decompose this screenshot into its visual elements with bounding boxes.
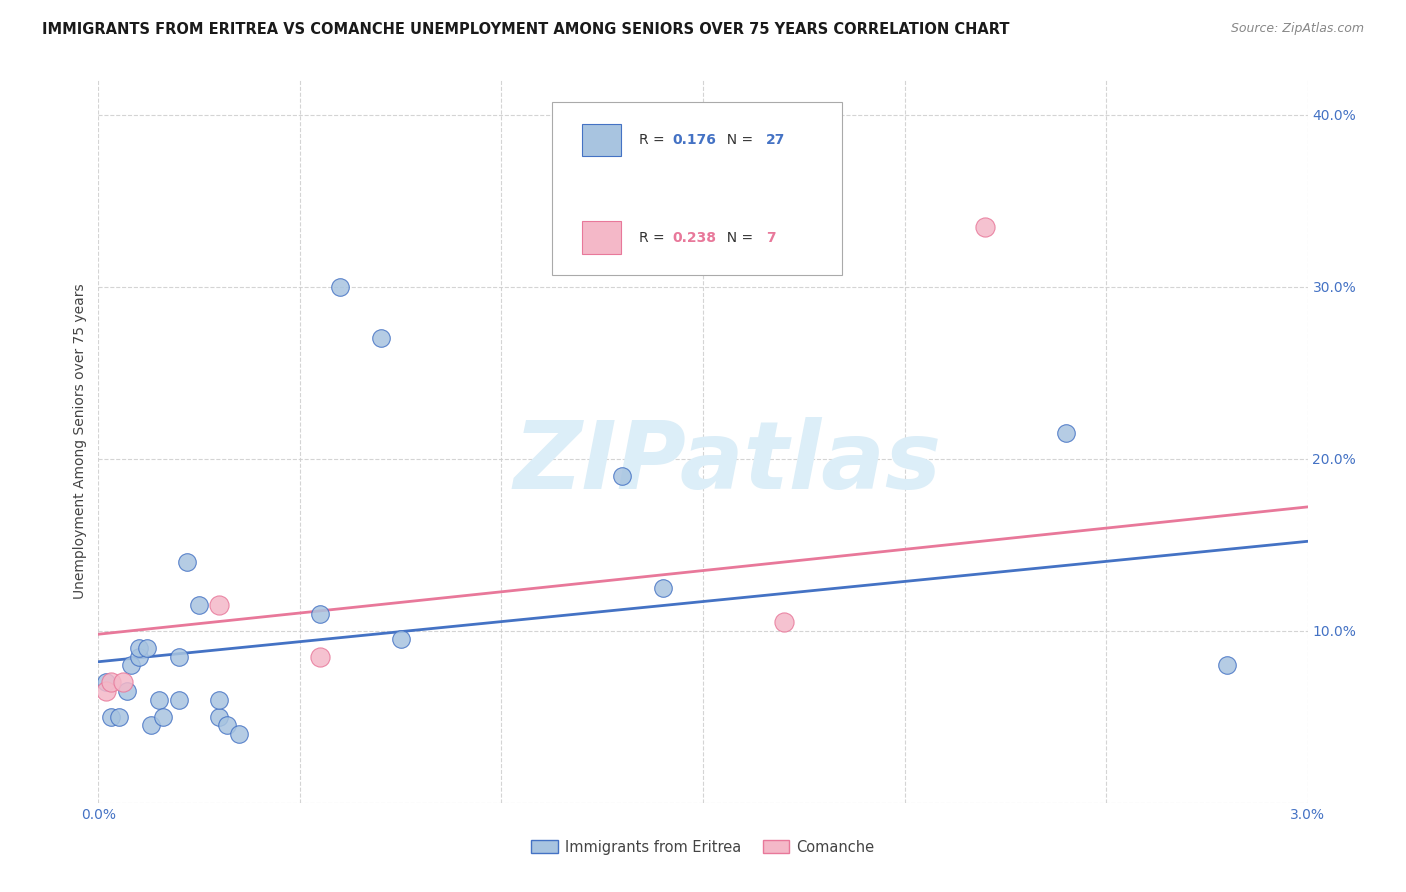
Text: Source: ZipAtlas.com: Source: ZipAtlas.com xyxy=(1230,22,1364,36)
Point xyxy=(167,692,190,706)
Point xyxy=(217,718,239,732)
Point xyxy=(128,649,150,664)
Point xyxy=(128,640,150,655)
Point xyxy=(176,555,198,569)
Legend: Immigrants from Eritrea, Comanche: Immigrants from Eritrea, Comanche xyxy=(526,834,880,861)
Point xyxy=(120,658,142,673)
Y-axis label: Unemployment Among Seniors over 75 years: Unemployment Among Seniors over 75 years xyxy=(73,284,87,599)
FancyBboxPatch shape xyxy=(551,102,842,276)
Point xyxy=(208,598,231,612)
Text: 7: 7 xyxy=(766,230,776,244)
Point xyxy=(111,675,134,690)
Text: N =: N = xyxy=(717,133,756,147)
Point xyxy=(148,692,170,706)
Point xyxy=(152,710,174,724)
Text: R =: R = xyxy=(638,133,669,147)
Point xyxy=(612,469,634,483)
Point xyxy=(389,632,412,647)
Point xyxy=(135,640,157,655)
Point xyxy=(139,718,162,732)
Bar xyxy=(582,124,621,156)
Point xyxy=(329,279,352,293)
Text: 0.176: 0.176 xyxy=(673,133,717,147)
Point xyxy=(96,684,118,698)
Point xyxy=(167,649,190,664)
Point xyxy=(107,710,129,724)
Point xyxy=(1216,658,1239,673)
Text: IMMIGRANTS FROM ERITREA VS COMANCHE UNEMPLOYMENT AMONG SENIORS OVER 75 YEARS COR: IMMIGRANTS FROM ERITREA VS COMANCHE UNEM… xyxy=(42,22,1010,37)
Text: R =: R = xyxy=(638,230,669,244)
Point xyxy=(208,692,231,706)
Point xyxy=(100,675,122,690)
Bar xyxy=(582,221,621,253)
Point xyxy=(208,710,231,724)
Point xyxy=(188,598,211,612)
Text: 27: 27 xyxy=(766,133,786,147)
Point xyxy=(974,219,997,234)
Point xyxy=(96,675,118,690)
Point xyxy=(651,581,673,595)
Point xyxy=(228,727,250,741)
Point xyxy=(309,649,332,664)
Point xyxy=(772,615,794,630)
Point xyxy=(309,607,332,621)
Point xyxy=(100,710,122,724)
Text: N =: N = xyxy=(717,230,756,244)
Point xyxy=(115,684,138,698)
Text: 0.238: 0.238 xyxy=(673,230,717,244)
Point xyxy=(1054,425,1077,440)
Text: ZIPatlas: ZIPatlas xyxy=(513,417,941,509)
Point xyxy=(370,331,392,345)
